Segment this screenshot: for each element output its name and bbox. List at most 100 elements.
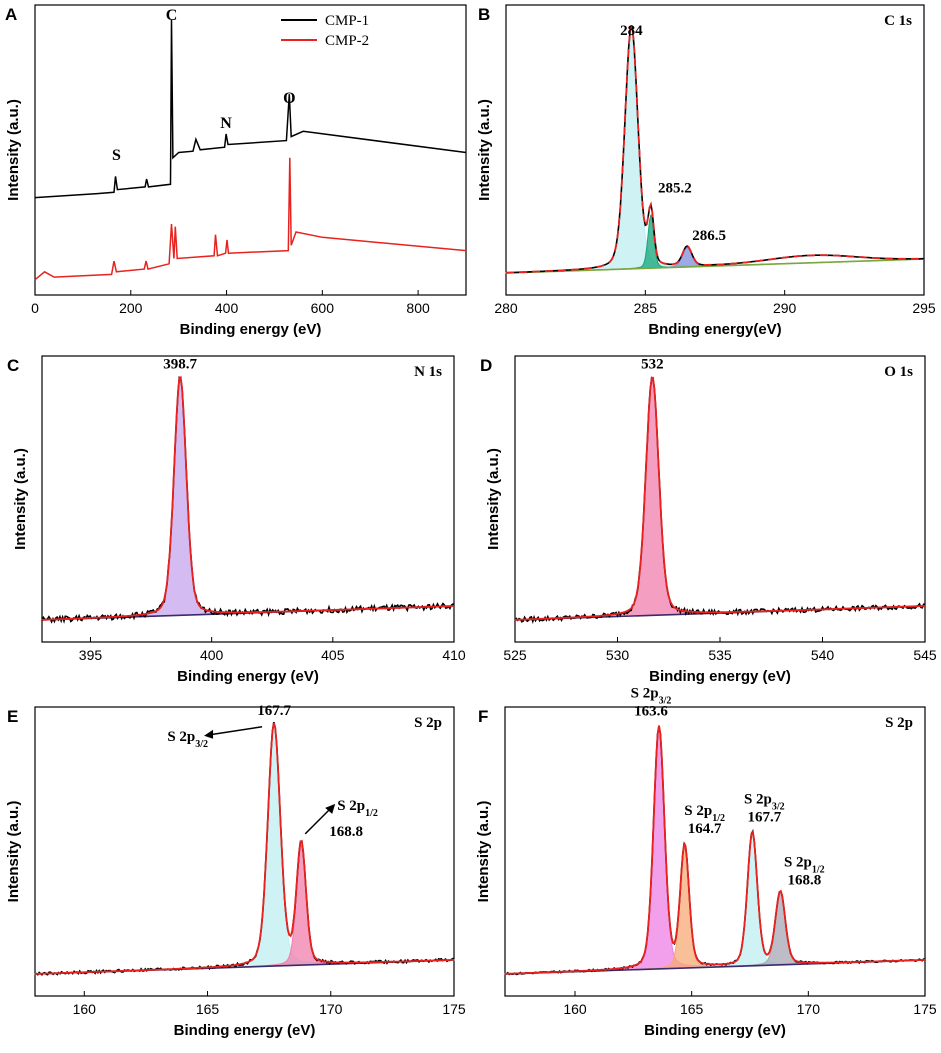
panel-label: B	[478, 5, 490, 24]
core-level-title: C 1s	[884, 13, 912, 29]
experimental-spectrum	[41, 376, 454, 624]
y-axis-label: Intensity (a.u.)	[476, 99, 493, 201]
peak-assignment: S 2p1/2	[337, 798, 378, 819]
y-axis-label: Intensity (a.u.)	[5, 801, 22, 903]
series-cmp-1	[34, 19, 467, 199]
fitted-envelope	[505, 725, 925, 975]
fitted-envelope	[505, 25, 924, 274]
panel-d: D 525 530 535 540 545 Binding energy (eV) Inten…	[480, 355, 937, 685]
component-peak	[514, 377, 926, 621]
legend-entry: CMP-1	[325, 13, 369, 29]
x-tick-label: 410	[442, 647, 466, 663]
x-tick-label: 525	[503, 647, 527, 663]
legend-entry: CMP-2	[325, 33, 369, 49]
x-tick-label: 160	[563, 1001, 587, 1017]
arrow	[304, 809, 330, 835]
fitted-envelope	[42, 375, 454, 621]
series-cmp-2	[34, 157, 467, 281]
x-axis-label: Bnding energy(eV)	[648, 321, 781, 338]
x-tick-label: 285	[634, 300, 658, 316]
x-tick-label: 545	[913, 647, 937, 663]
panel-f: F 160 165 170 175 Binding energy (eV) Intensit…	[475, 685, 937, 1039]
panel-b: B 280 285 290 295 Bnding energy(eV) Intensity …	[476, 4, 936, 338]
peak-label: 167.7	[747, 809, 781, 825]
arrow-head	[325, 803, 336, 814]
arrow-head	[204, 729, 214, 739]
x-tick-label: 290	[773, 300, 797, 316]
x-axis-label: Binding energy (eV)	[180, 321, 322, 338]
peak-label: 532	[641, 356, 664, 372]
core-level-title: S 2p	[885, 715, 913, 731]
peak-label: 164.7	[688, 821, 722, 837]
fitted-envelope	[515, 376, 925, 621]
x-tick-label: 165	[680, 1001, 704, 1017]
peak-label: 168.8	[787, 873, 821, 889]
peak-label: 163.6	[634, 703, 668, 719]
component-peak	[34, 724, 455, 975]
y-axis-label: Intensity (a.u.)	[485, 448, 502, 550]
x-tick-label: 400	[215, 300, 239, 316]
element-label: N	[220, 115, 232, 132]
x-tick-label: 600	[311, 300, 335, 316]
x-tick-label: 540	[811, 647, 835, 663]
panel-c: C 395 400 405 410 Binding energy (eV) Intensit…	[7, 355, 466, 685]
x-tick-label: 395	[79, 647, 103, 663]
component-peak	[505, 246, 925, 274]
peak-label: 167.7	[257, 703, 291, 719]
x-axis-label: Binding energy (eV)	[644, 1022, 786, 1039]
plot-frame	[34, 4, 467, 296]
component-peak	[41, 376, 455, 621]
x-tick-label: 170	[797, 1001, 821, 1017]
plot-frame	[514, 355, 926, 643]
experimental-spectrum	[34, 721, 455, 976]
component-peak	[34, 844, 455, 975]
core-level-title: N 1s	[414, 364, 442, 380]
component-peak	[504, 846, 926, 975]
peak-assignment: S 2p3/2	[167, 729, 208, 750]
y-axis-label: Intensity (a.u.)	[12, 448, 29, 550]
peak-label: 284	[620, 23, 643, 39]
x-tick-label: 200	[119, 300, 143, 316]
y-axis-label: Intensity (a.u.)	[5, 99, 22, 201]
panel-e: E 160 165 170 175 Binding energy (eV) Intensit…	[5, 703, 466, 1039]
panel-label: A	[5, 5, 17, 24]
x-tick-label: 295	[912, 300, 936, 316]
x-tick-label: 170	[319, 1001, 343, 1017]
x-tick-label: 400	[200, 647, 224, 663]
plot-frame	[34, 706, 455, 997]
x-tick-label: 280	[494, 300, 518, 316]
x-tick-label: 160	[73, 1001, 97, 1017]
peak-label: 286.5	[692, 228, 726, 244]
x-axis-label: Binding energy (eV)	[177, 668, 319, 685]
x-tick-label: 0	[31, 300, 39, 316]
panel-label: D	[480, 356, 492, 375]
peak-label: 398.7	[163, 356, 197, 372]
arrow	[209, 726, 263, 736]
background-line	[505, 258, 925, 274]
x-axis-label: Binding energy (eV)	[174, 1022, 316, 1039]
panel-label: F	[478, 707, 488, 726]
x-tick-label: 800	[406, 300, 430, 316]
plot-frame	[505, 4, 925, 296]
panel-a: A 0 200 400 600 800 Binding energy (eV) Intensi…	[5, 4, 467, 338]
panel-label: E	[7, 707, 18, 726]
x-tick-label: 405	[321, 647, 345, 663]
core-level-title: S 2p	[414, 715, 442, 731]
component-peak	[504, 831, 926, 975]
plot-frame	[504, 706, 926, 997]
element-label: O	[283, 90, 295, 107]
experimental-spectrum	[505, 725, 925, 976]
x-tick-label: 175	[913, 1001, 937, 1017]
plot-frame	[41, 355, 455, 643]
experimental-spectrum	[514, 376, 926, 624]
peak-label: 168.8	[329, 824, 363, 840]
panel-label: C	[7, 356, 19, 375]
x-tick-label: 165	[196, 1001, 220, 1017]
peak-label: 285.2	[658, 180, 692, 196]
element-label: C	[166, 7, 178, 24]
core-level-title: O 1s	[884, 364, 913, 380]
x-tick-label: 530	[606, 647, 630, 663]
element-label: S	[112, 147, 121, 164]
x-tick-label: 535	[708, 647, 732, 663]
